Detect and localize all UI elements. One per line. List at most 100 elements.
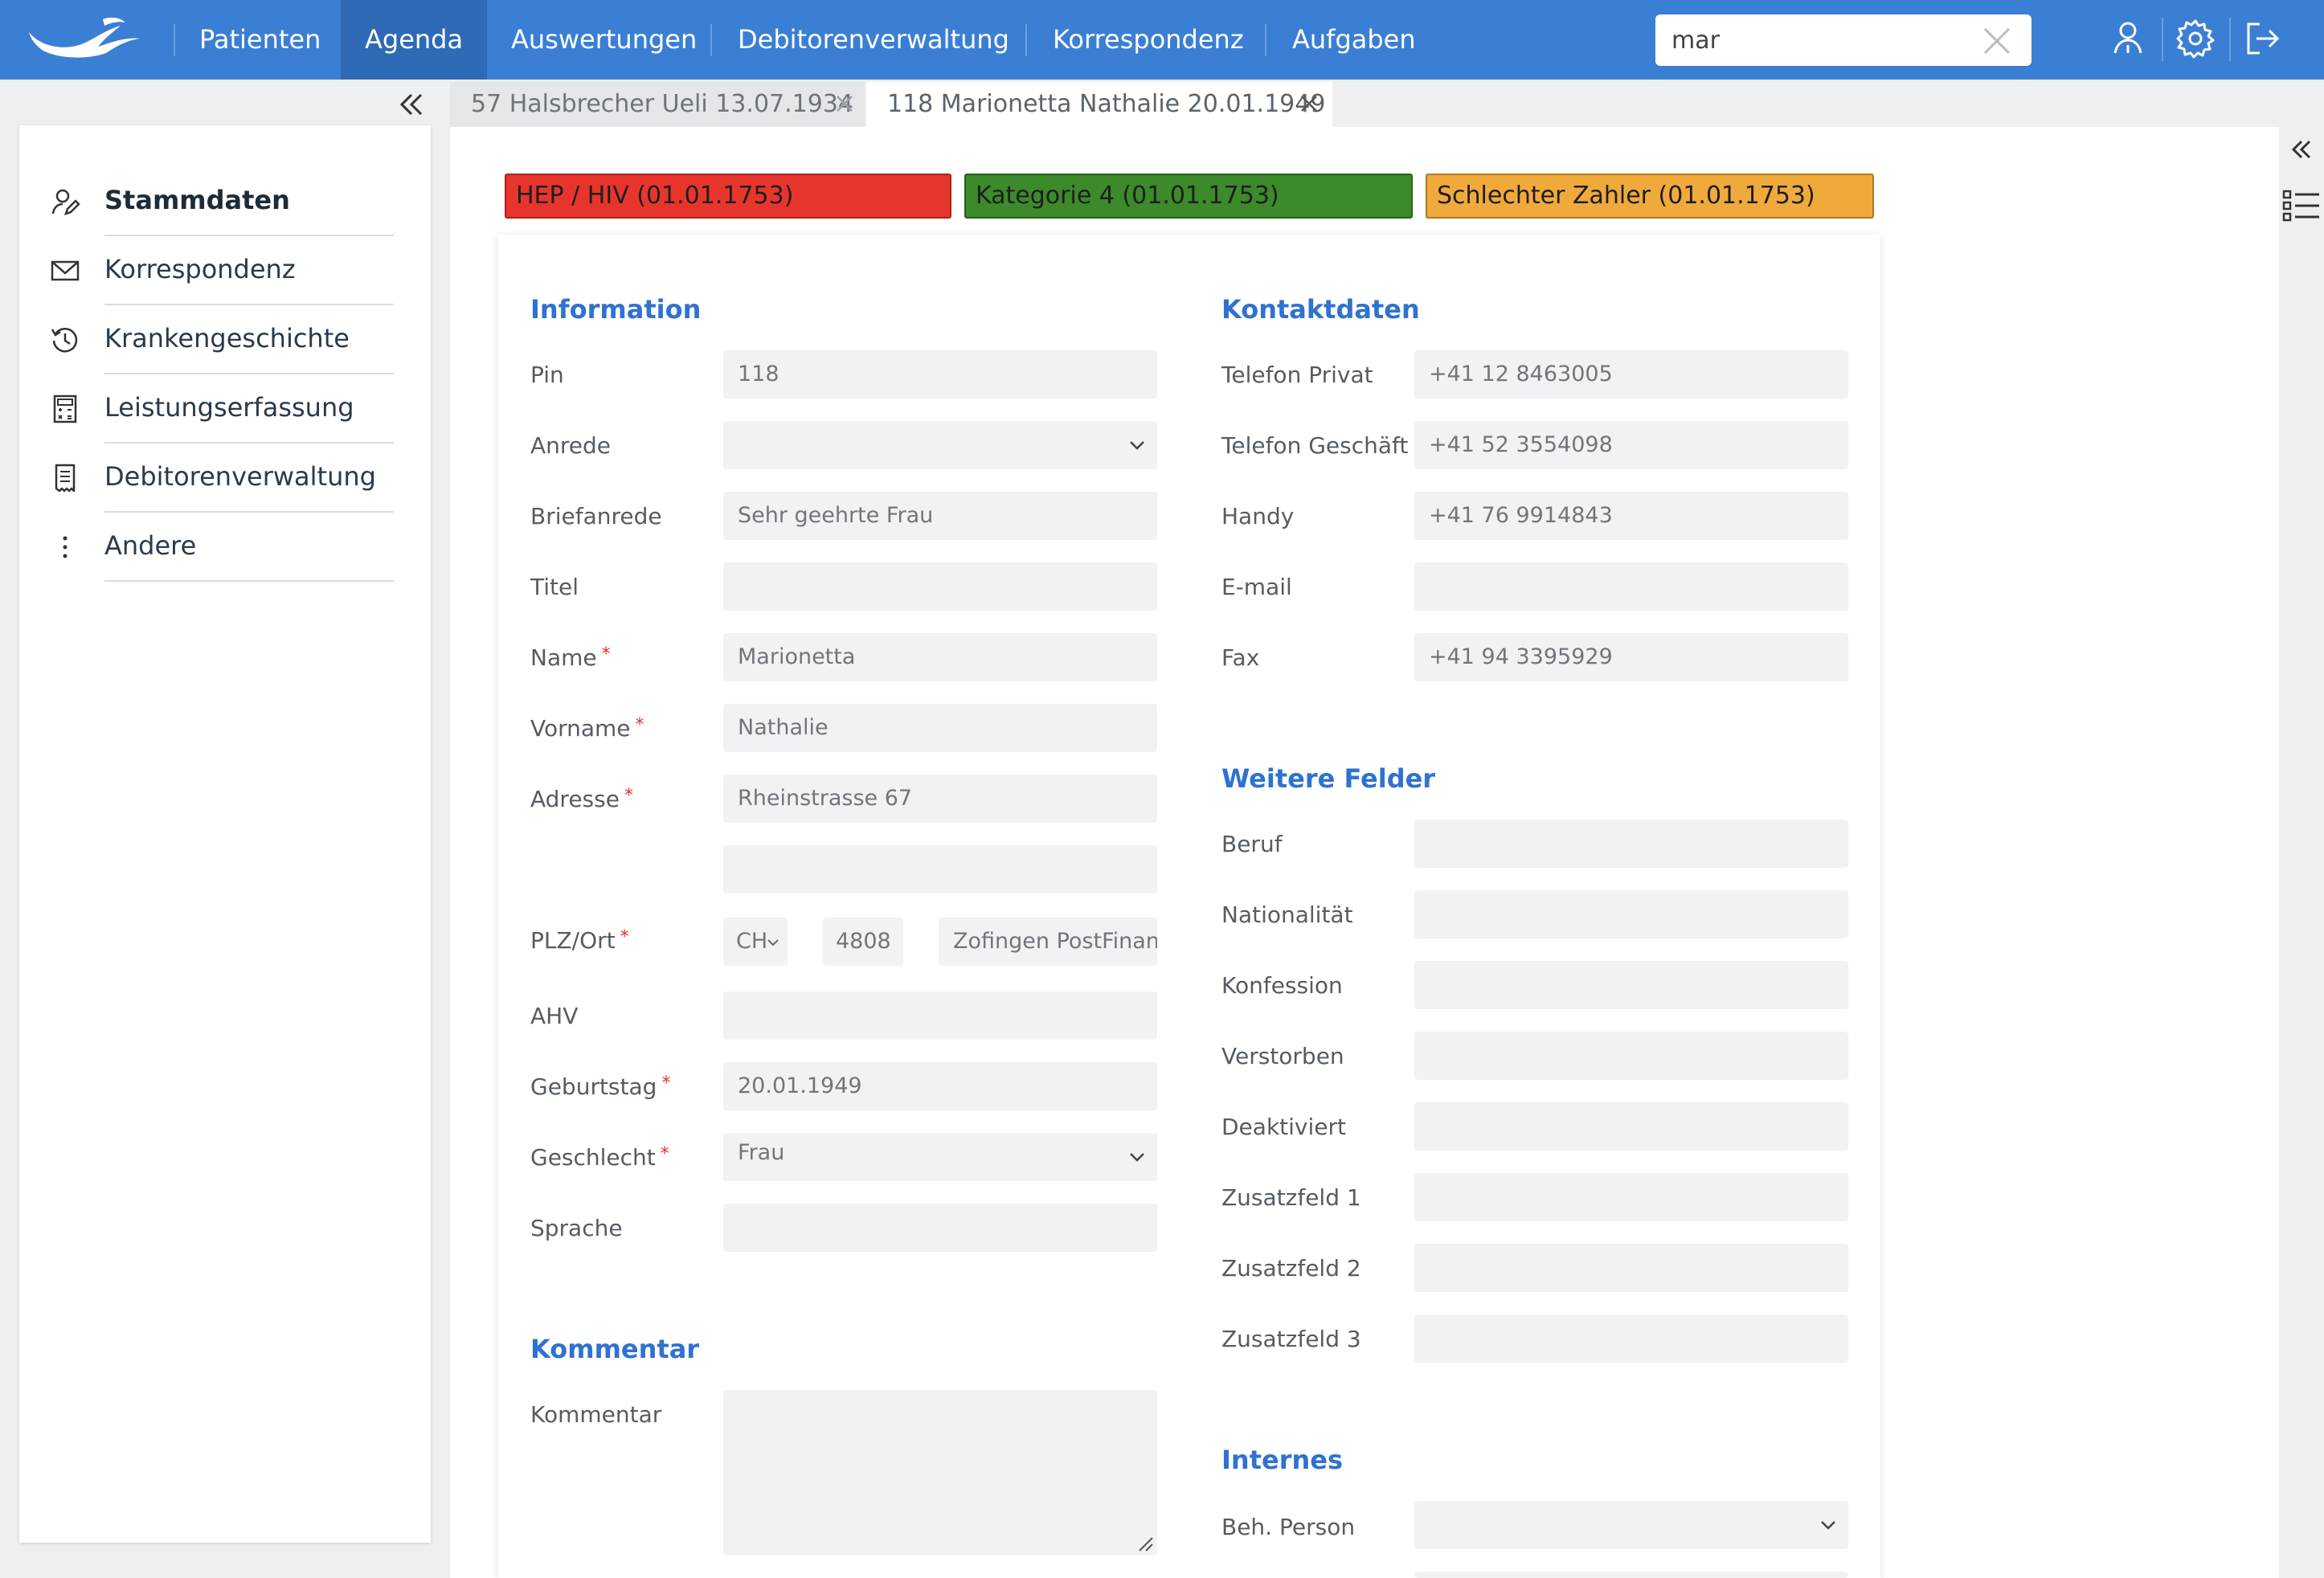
adresse-field[interactable]: Rheinstrasse 67 [723,775,1157,823]
required-marker: * [624,786,633,806]
deaktiviert-label: Deaktiviert [1221,1114,1346,1140]
nav-separator [2229,18,2231,61]
sidebar-item-krankengeschichte[interactable]: Krankengeschichte [19,305,431,374]
right-rail [2279,127,2324,1578]
plz-field[interactable]: 4808 [823,918,903,966]
required-marker: * [620,927,629,947]
geburtstag-label: Geburtstag * [530,1073,670,1100]
fax-field[interactable]: +41 94 3395929 [1414,633,1848,681]
tab-label: 118 Marionetta Nathalie 20.01.1949 [887,90,1326,118]
zusatzfeld-3-label: Zusatzfeld 3 [1221,1326,1361,1352]
telefon-geschaeft-field[interactable]: +41 52 3554098 [1414,421,1848,469]
nav-debitorenverwaltung[interactable]: Debitorenverwaltung [738,24,1009,55]
zusatzfeld-3-field[interactable] [1414,1314,1848,1363]
geburtstag-label-text: Geburtstag [530,1073,657,1100]
tab-patient-118[interactable]: 118 Marionetta Nathalie 20.01.1949 [866,82,1332,127]
deaktiviert-field[interactable] [1414,1102,1848,1151]
resize-handle-icon[interactable] [1133,1531,1154,1552]
required-marker: * [601,644,611,664]
pin-label: Pin [530,362,564,388]
nav-auswertungen[interactable]: Auswertungen [511,24,698,55]
divider [104,373,394,374]
anrede-select[interactable] [723,421,1157,469]
flag-schlechter-zahler[interactable]: Schlechter Zahler (01.01.1753) [1426,174,1874,219]
gear-icon[interactable] [2175,18,2216,59]
search-input[interactable] [1671,24,1961,56]
pin-field[interactable]: 118 [723,350,1157,399]
fax-label: Fax [1221,644,1260,671]
adresse-label-text: Adresse [530,786,620,812]
section-title-kontaktdaten: Kontaktdaten [1221,294,1420,325]
close-icon[interactable] [833,92,857,116]
close-icon[interactable] [1297,92,1321,116]
country-select[interactable]: CH [723,918,788,966]
ahv-label: AHV [530,1003,579,1029]
sprache-field[interactable] [723,1204,1157,1252]
geschlecht-label: Geschlecht * [530,1144,669,1171]
nav-korrespondenz[interactable]: Korrespondenz [1053,24,1244,55]
nav-patienten[interactable]: Patienten [199,24,321,55]
telefon-geschaeft-label: Telefon Geschäft [1221,432,1409,459]
chevron-down-icon [767,939,779,946]
geschlecht-value: Frau [738,1140,785,1165]
sidebar-item-korrespondenz[interactable]: Korrespondenz [19,236,431,305]
person-icon[interactable] [2107,18,2149,59]
ort-field[interactable]: Zofingen PostFinance [939,918,1157,966]
clear-search-icon[interactable] [1982,26,2012,56]
nav-separator [1265,24,1266,56]
zusatzfeld-2-field[interactable] [1414,1244,1848,1292]
konfession-label: Konfession [1221,972,1343,999]
name-field[interactable]: Marionetta [723,633,1157,681]
nav-agenda[interactable]: Agenda [341,0,488,80]
name-label-text: Name [530,644,597,671]
mail-icon [51,260,80,281]
zusatzfeld-1-field[interactable] [1414,1173,1848,1221]
sidebar-item-debitorenverwaltung[interactable]: Debitorenverwaltung [19,444,431,513]
geschlecht-select[interactable]: Frau [723,1133,1157,1181]
required-marker: * [660,1144,669,1164]
briefanrede-field[interactable]: Sehr geehrte Frau [723,492,1157,540]
konfession-field[interactable] [1414,961,1848,1009]
adresse-line2-field[interactable] [723,845,1157,893]
telefon-privat-field[interactable]: +41 12 8463005 [1414,350,1848,399]
mermaid-logo-icon[interactable] [26,14,145,61]
anrede-label: Anrede [530,432,612,459]
nav-aufgaben[interactable]: Aufgaben [1292,24,1416,55]
nav-separator [1025,24,1027,56]
sidebar-item-andere[interactable]: Andere [19,513,431,582]
plz-ort-label-text: PLZ/Ort [530,927,616,954]
list-icon[interactable] [2282,186,2321,225]
divider [104,304,394,305]
email-field[interactable] [1414,562,1848,611]
beruf-field[interactable] [1414,820,1848,868]
nav-separator [2162,18,2163,61]
kommentar-textarea[interactable] [723,1390,1157,1556]
ahv-field[interactable] [723,991,1157,1040]
titel-field[interactable] [723,562,1157,611]
geburtstag-field[interactable]: 20.01.1949 [723,1062,1157,1110]
tab-patient-57[interactable]: 57 Halsbrecher Ueli 13.07.1934 [450,82,865,127]
verstorben-field[interactable] [1414,1032,1848,1080]
vorname-field[interactable]: Nathalie [723,704,1157,752]
search-box[interactable] [1655,14,2031,66]
nationalitaet-field[interactable] [1414,890,1848,938]
tab-label: 57 Halsbrecher Ueli 13.07.1934 [471,90,854,118]
divider [104,235,394,236]
expand-panel-icon[interactable] [2282,132,2321,170]
logout-icon[interactable] [2242,18,2284,59]
vorname-label: Vorname * [530,715,644,742]
beh-person-select[interactable] [1414,1501,1848,1549]
sidebar-item-label: Stammdaten [104,185,290,215]
receipt-icon [55,464,76,493]
collapse-sidebar-icon[interactable] [394,88,429,121]
sidebar-item-stammdaten[interactable]: Stammdaten [19,167,431,236]
zusatzfeld-2-label: Zusatzfeld 2 [1221,1255,1361,1282]
next-field-partial[interactable] [1414,1572,1848,1578]
flag-hep-hiv[interactable]: HEP / HIV (01.01.1753) [505,174,951,219]
sidebar-item-label: Korrespondenz [104,254,296,284]
sidebar-item-leistungserfassung[interactable]: Leistungserfassung [19,374,431,444]
more-vertical-icon [63,536,68,558]
person-edit-icon [51,189,80,215]
handy-field[interactable]: +41 76 9914843 [1414,492,1848,540]
flag-kategorie[interactable]: Kategorie 4 (01.01.1753) [964,174,1413,219]
